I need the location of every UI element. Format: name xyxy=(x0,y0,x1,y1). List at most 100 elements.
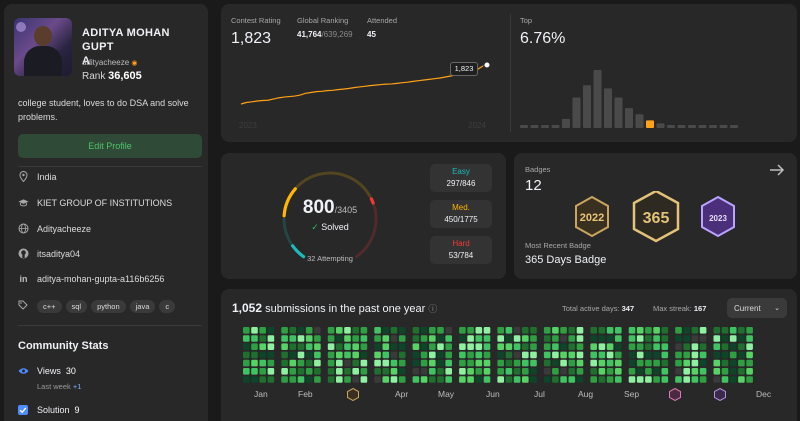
heatmap-cell[interactable] xyxy=(390,359,398,367)
heatmap-cell[interactable] xyxy=(483,368,491,375)
heatmap-cell[interactable] xyxy=(483,376,491,383)
heatmap-cell[interactable] xyxy=(590,376,597,383)
heatmap-cell[interactable] xyxy=(713,359,721,367)
heatmap-cell[interactable] xyxy=(568,335,576,342)
heatmap-cell[interactable] xyxy=(560,359,567,367)
heatmap-cell[interactable] xyxy=(467,343,474,350)
heatmap-cell[interactable] xyxy=(390,376,398,383)
heatmap-cell[interactable] xyxy=(505,327,513,334)
heatmap-cell[interactable] xyxy=(590,368,597,375)
heatmap-cell[interactable] xyxy=(297,368,305,375)
heatmap-cell[interactable] xyxy=(505,359,513,367)
heatmap-cell[interactable] xyxy=(297,343,305,350)
heatmap-cell[interactable] xyxy=(360,376,368,383)
heatmap-cell[interactable] xyxy=(645,368,652,375)
histogram-bar[interactable] xyxy=(646,120,654,128)
heatmap-cell[interactable] xyxy=(721,351,729,359)
heatmap-cell[interactable] xyxy=(382,343,390,350)
heatmap-cell[interactable] xyxy=(267,376,275,383)
heatmap-cell[interactable] xyxy=(560,335,567,342)
heatmap-cell[interactable] xyxy=(628,335,636,342)
heatmap-cell[interactable] xyxy=(475,368,483,375)
heatmap-cell[interactable] xyxy=(653,327,660,334)
heatmap-cell[interactable] xyxy=(552,335,559,342)
heatmap-cell[interactable] xyxy=(483,359,491,367)
heatmap-cell[interactable] xyxy=(327,359,335,367)
heatmap-cell[interactable] xyxy=(281,376,288,383)
institution-row[interactable]: KIET GROUP OF INSTITUTIONS xyxy=(18,197,172,208)
histogram-bar[interactable] xyxy=(709,124,717,128)
heatmap-cell[interactable] xyxy=(420,335,428,342)
heatmap-cell[interactable] xyxy=(483,335,491,342)
monthly-badge-icon[interactable] xyxy=(347,387,359,406)
heatmap-cell[interactable] xyxy=(445,368,452,375)
heatmap-cell[interactable] xyxy=(412,359,420,367)
heatmap-cell[interactable] xyxy=(360,335,368,342)
heatmap-cell[interactable] xyxy=(543,368,551,375)
heatmap-cell[interactable] xyxy=(746,351,753,359)
heatmap-cell[interactable] xyxy=(522,327,529,334)
heatmap-cell[interactable] xyxy=(513,376,521,383)
heatmap-cell[interactable] xyxy=(543,335,551,342)
heatmap-cell[interactable] xyxy=(615,368,622,375)
heatmap-cell[interactable] xyxy=(374,376,381,383)
heatmap-cell[interactable] xyxy=(568,368,576,375)
heatmap-cell[interactable] xyxy=(398,343,406,350)
heatmap-cell[interactable] xyxy=(327,335,335,342)
heatmap-cell[interactable] xyxy=(327,368,335,375)
heatmap-cell[interactable] xyxy=(522,351,529,359)
heatmap-cell[interactable] xyxy=(475,335,483,342)
heatmap-cell[interactable] xyxy=(530,376,537,383)
heatmap-cell[interactable] xyxy=(552,351,559,359)
heatmap-cell[interactable] xyxy=(314,343,321,350)
histogram-bar[interactable] xyxy=(656,123,665,128)
heatmap-cell[interactable] xyxy=(390,368,398,375)
heatmap-cell[interactable] xyxy=(390,335,398,342)
heatmap-cell[interactable] xyxy=(259,343,266,350)
heatmap-cell[interactable] xyxy=(412,343,420,350)
heatmap-cell[interactable] xyxy=(398,351,406,359)
heatmap-cell[interactable] xyxy=(513,327,521,334)
heatmap-cell[interactable] xyxy=(467,335,474,342)
heatmap-cell[interactable] xyxy=(297,335,305,342)
heatmap-cell[interactable] xyxy=(543,327,551,334)
histogram-bar[interactable] xyxy=(719,124,728,128)
easy-stat[interactable]: Easy 297/846 xyxy=(430,164,492,192)
histogram-bar[interactable] xyxy=(604,88,612,128)
heatmap-cell[interactable] xyxy=(314,351,321,359)
heatmap-cell[interactable] xyxy=(738,335,745,342)
heatmap-cell[interactable] xyxy=(675,327,682,334)
heatmap-cell[interactable] xyxy=(251,327,258,334)
heatmap-cell[interactable] xyxy=(336,343,343,350)
histogram-bar[interactable] xyxy=(625,108,633,128)
heatmap-cell[interactable] xyxy=(699,351,707,359)
heatmap-cell[interactable] xyxy=(738,327,745,334)
heatmap-cell[interactable] xyxy=(437,376,444,383)
heatmap-cell[interactable] xyxy=(374,359,381,367)
heatmap-cell[interactable] xyxy=(429,343,436,350)
heatmap-cell[interactable] xyxy=(721,368,729,375)
heatmap-cell[interactable] xyxy=(429,368,436,375)
heatmap-cell[interactable] xyxy=(645,351,652,359)
heatmap-cell[interactable] xyxy=(590,327,597,334)
heatmap-cell[interactable] xyxy=(352,359,359,367)
heatmap-cell[interactable] xyxy=(445,343,452,350)
heatmap-cell[interactable] xyxy=(497,327,504,334)
heatmap-cell[interactable] xyxy=(675,376,682,383)
heatmap-cell[interactable] xyxy=(297,351,305,359)
heatmap-cell[interactable] xyxy=(412,376,420,383)
edit-profile-button[interactable]: Edit Profile xyxy=(18,134,202,158)
heatmap-cell[interactable] xyxy=(543,359,551,367)
heatmap-cell[interactable] xyxy=(729,327,737,334)
heatmap-cell[interactable] xyxy=(645,359,652,367)
heatmap-cell[interactable] xyxy=(289,335,297,342)
heatmap-cell[interactable] xyxy=(513,335,521,342)
histogram-bar[interactable] xyxy=(593,70,602,128)
heatmap-cell[interactable] xyxy=(522,335,529,342)
heatmap-cell[interactable] xyxy=(699,327,707,334)
heatmap-cell[interactable] xyxy=(598,327,606,334)
heatmap-cell[interactable] xyxy=(636,327,644,334)
heatmap-cell[interactable] xyxy=(721,335,729,342)
annual-badge-2023[interactable]: 2023 xyxy=(701,195,735,238)
heatmap-cell[interactable] xyxy=(382,368,390,375)
